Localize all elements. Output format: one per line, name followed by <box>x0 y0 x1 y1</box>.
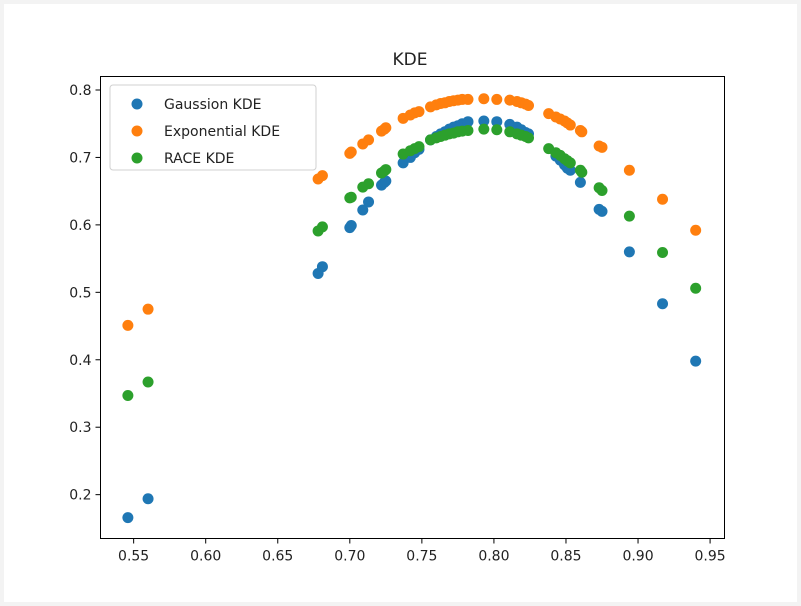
data-point <box>690 282 702 294</box>
y-axis: 0.2 0.3 0.4 0.5 0.6 0.7 0.8 <box>69 83 101 504</box>
y-tick-label: 0.5 <box>69 285 91 301</box>
data-point <box>345 220 357 232</box>
x-axis: 0.55 0.60 0.65 0.70 0.75 0.80 0.85 0.90 0.95 <box>118 538 726 565</box>
data-point <box>413 141 425 153</box>
data-point <box>564 119 576 131</box>
series-race-kde <box>122 123 702 402</box>
plot-area-frame <box>100 76 725 539</box>
data-point <box>462 124 474 136</box>
data-point <box>413 106 425 118</box>
legend-marker <box>131 152 143 164</box>
data-point <box>142 493 154 505</box>
data-point <box>462 93 474 105</box>
x-tick-label: 0.65 <box>262 549 293 565</box>
y-tick-label: 0.4 <box>69 353 91 369</box>
data-point <box>122 390 134 402</box>
data-point <box>316 170 328 182</box>
y-tick-label: 0.3 <box>69 420 91 436</box>
legend-label: Exponential KDE <box>164 124 280 140</box>
legend-label: RACE KDE <box>164 151 234 167</box>
data-point <box>596 141 608 153</box>
data-point <box>363 178 375 190</box>
data-point <box>122 512 134 524</box>
legend-marker <box>131 125 143 137</box>
data-point <box>657 193 669 205</box>
data-point <box>564 157 576 169</box>
y-tick-label: 0.2 <box>69 488 91 504</box>
y-tick-label: 0.6 <box>69 218 91 234</box>
data-point <box>657 247 669 259</box>
series-gaussion-kde <box>122 115 702 524</box>
data-point <box>574 176 586 188</box>
data-point <box>478 115 490 127</box>
x-tick-label: 0.80 <box>478 549 509 565</box>
data-point <box>478 123 490 135</box>
series-layer <box>122 93 702 524</box>
data-point <box>576 126 588 138</box>
data-point <box>523 100 535 112</box>
legend-marker <box>131 98 143 110</box>
data-point <box>380 164 392 176</box>
figure: KDE 0.55 0.60 0.65 0.70 0.75 0.80 0.85 0.90 0.95… <box>4 4 797 602</box>
data-point <box>462 116 474 128</box>
data-point <box>491 116 503 128</box>
legend-box <box>109 84 317 171</box>
data-point <box>122 319 134 331</box>
data-point <box>142 303 154 315</box>
data-point <box>623 210 635 222</box>
data-point <box>478 93 490 105</box>
data-point <box>623 164 635 176</box>
data-point <box>380 122 392 134</box>
data-point <box>491 124 503 136</box>
chart-title: KDE <box>393 50 428 70</box>
data-point <box>357 204 369 216</box>
data-point <box>363 196 375 208</box>
x-tick-label: 0.75 <box>406 549 437 565</box>
data-point <box>316 261 328 273</box>
data-point <box>623 246 635 258</box>
x-tick-label: 0.85 <box>550 549 581 565</box>
x-tick-label: 0.90 <box>622 549 653 565</box>
data-point <box>345 146 357 158</box>
data-point <box>316 221 328 233</box>
data-point <box>380 175 392 187</box>
data-point <box>576 166 588 178</box>
data-point <box>523 132 535 144</box>
data-point <box>690 224 702 236</box>
legend: Gaussion KDE Exponential KDE RACE KDE <box>109 84 317 171</box>
x-tick-label: 0.70 <box>334 549 365 565</box>
x-tick-label: 0.55 <box>118 549 149 565</box>
x-tick-label: 0.60 <box>190 549 221 565</box>
data-point <box>363 134 375 146</box>
y-tick-label: 0.8 <box>69 83 91 99</box>
series-exponential-kde <box>122 93 702 331</box>
data-point <box>690 355 702 367</box>
kde-scatter-chart: KDE 0.55 0.60 0.65 0.70 0.75 0.80 0.85 0.90 0.95… <box>69 50 726 565</box>
data-point <box>142 376 154 388</box>
legend-label: Gaussion KDE <box>164 97 261 113</box>
data-point <box>491 93 503 105</box>
data-point <box>596 205 608 217</box>
x-tick-label: 0.95 <box>695 549 726 565</box>
data-point <box>596 184 608 196</box>
y-tick-label: 0.7 <box>69 150 91 166</box>
data-point <box>345 191 357 203</box>
data-point <box>657 298 669 310</box>
